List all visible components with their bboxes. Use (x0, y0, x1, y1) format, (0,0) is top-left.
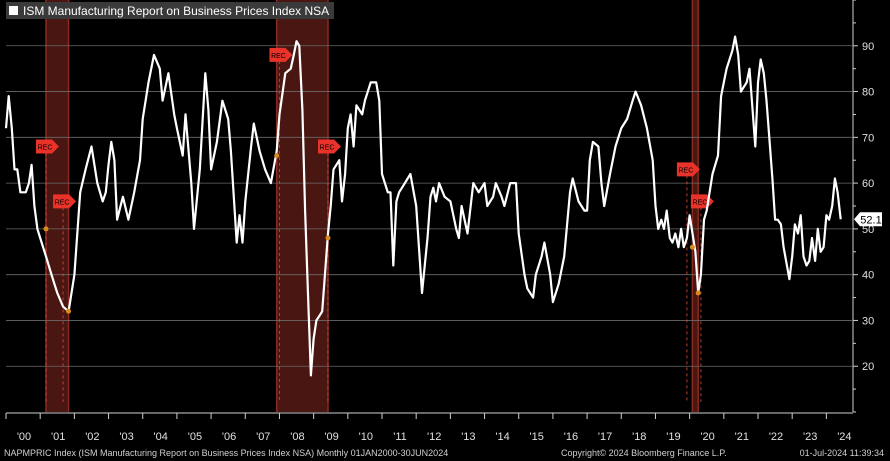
gridlines (6, 45, 852, 367)
x-tick-label: '16 (564, 431, 578, 443)
recession-start-dot (689, 244, 695, 250)
x-tick-label: '03 (119, 431, 133, 443)
y-tick-label: 80 (862, 87, 874, 99)
legend: ISM Manufacturing Report on Business Pri… (6, 2, 335, 19)
y-tick-label: 70 (862, 132, 874, 144)
x-tick-label: '07 (256, 431, 270, 443)
recession-start-dot (43, 226, 49, 232)
recession-band (276, 0, 328, 412)
x-tick-label: '23 (803, 431, 817, 443)
legend-swatch (9, 6, 18, 15)
x-tick-label: '08 (290, 431, 304, 443)
x-tick-label: '04 (154, 431, 168, 443)
x-tick-label: '11 (393, 431, 407, 443)
y-axis: 20 30 40 50 60 70 80 90 (852, 0, 874, 413)
x-tick-label: '10 (359, 431, 373, 443)
x-tick-label: '24 (837, 431, 851, 443)
footer-source: NAPMPRIC Index (ISM Manufacturing Report… (4, 448, 449, 458)
footer: NAPMPRIC Index (ISM Manufacturing Report… (0, 446, 890, 461)
y-tick-label: 50 (862, 224, 874, 236)
series-line-group (4, 35, 842, 377)
y-tick-label: 20 (862, 361, 874, 373)
rec-marker-label: REC (693, 199, 708, 206)
rec-marker-tag (676, 162, 700, 177)
x-tick-label: '05 (188, 431, 202, 443)
x-tick-label: '01 (51, 431, 65, 443)
recession-end-dot (325, 235, 331, 241)
recession-end-dot (66, 308, 72, 314)
footer-copyright: Copyright© 2024 Bloomberg Finance L.P. (561, 448, 727, 458)
x-tick-label: '18 (632, 431, 646, 443)
rec-marker-label: REC (679, 167, 694, 174)
rec-markers: REC REC REC REC REC REC (35, 47, 714, 402)
recession-end-dot (695, 290, 701, 296)
rec-marker-tag (269, 47, 293, 62)
x-tick-label: '06 (222, 431, 236, 443)
y-tick-label: 90 (862, 41, 874, 53)
x-tick-label: '21 (735, 431, 749, 443)
series-line (4, 35, 842, 377)
x-tick-label: '13 (461, 431, 475, 443)
x-tick-label: '19 (666, 431, 680, 443)
x-tick-label: '15 (530, 431, 544, 443)
x-tick-label: '14 (495, 431, 509, 443)
x-axis: '00 '01 '02 '03 '04 '05 '06 '07 '08 '09 '10 '11 '12 '… (5, 412, 853, 443)
x-tick-label: '17 (598, 431, 612, 443)
rec-marker-tag (35, 139, 59, 154)
last-value-label-group: 52.1 (854, 212, 882, 227)
y-tick-label: 40 (862, 270, 874, 282)
rec-marker-label: REC (320, 144, 335, 151)
legend-label: ISM Manufacturing Report on Business Pri… (23, 3, 330, 18)
rec-marker-label: REC (55, 199, 70, 206)
rec-marker-label: REC (271, 53, 286, 60)
y-tick-label: 60 (862, 178, 874, 190)
rec-marker-tag (53, 194, 77, 209)
footer-timestamp: 01-Jul-2024 11:39:34 (799, 448, 884, 458)
x-tick-label: '20 (700, 431, 714, 443)
recession-dots (43, 153, 701, 314)
y-tick-label: 30 (862, 315, 874, 327)
x-tick-label: '09 (324, 431, 338, 443)
last-value-tag (854, 212, 882, 227)
rec-marker-label: REC (38, 144, 53, 151)
x-tick-label: '12 (427, 431, 441, 443)
rec-marker-tag (317, 139, 341, 154)
x-tick-label: '02 (85, 431, 99, 443)
recession-bands (45, 0, 699, 412)
x-tick-label: '00 (17, 431, 31, 443)
x-tick-label: '22 (769, 431, 783, 443)
recession-start-dot (274, 153, 280, 159)
last-value-label: 52.1 (860, 214, 881, 226)
